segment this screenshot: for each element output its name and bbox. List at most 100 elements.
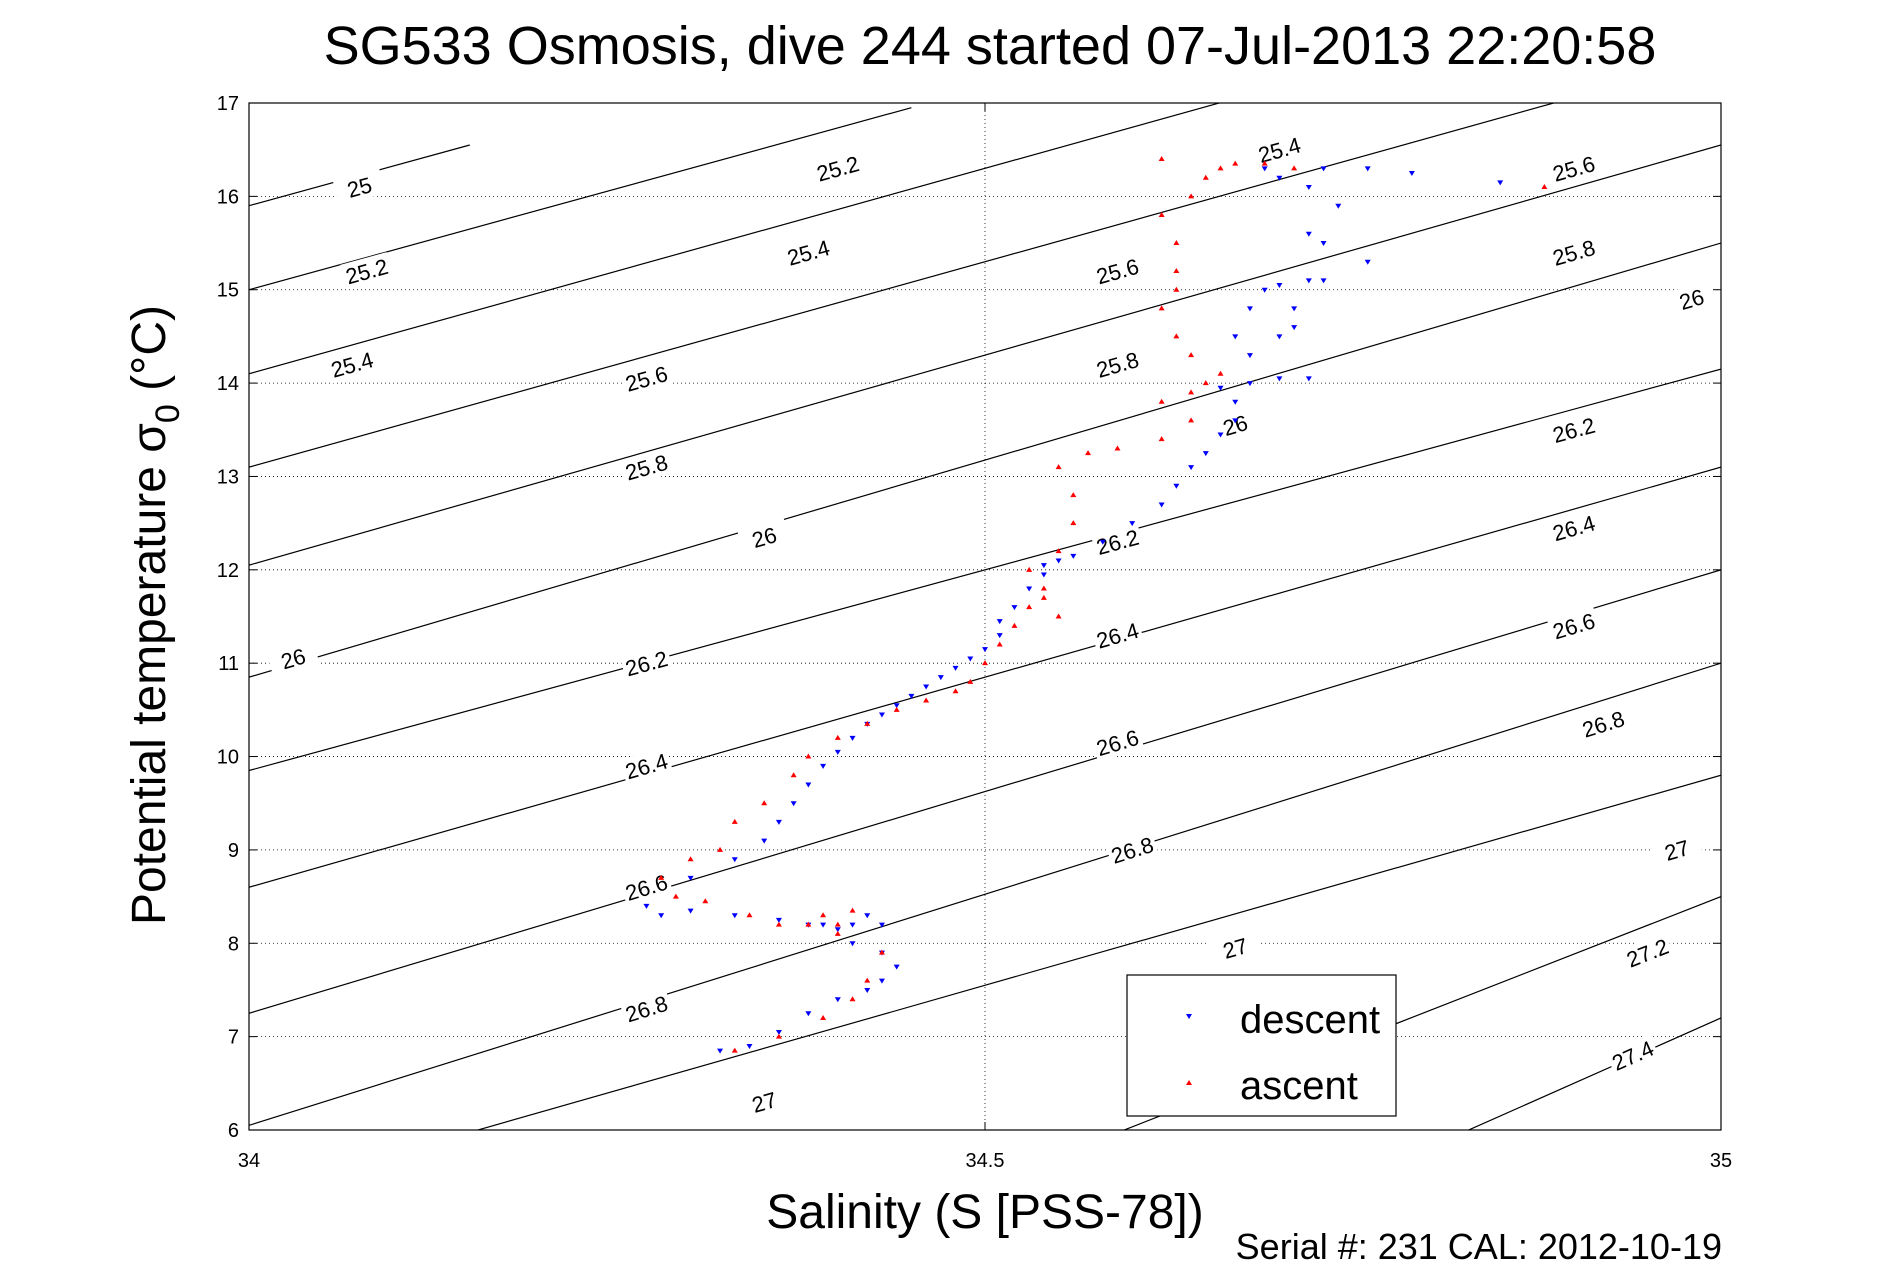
- ascent-point: [805, 921, 812, 927]
- descent-point: [923, 684, 930, 690]
- ascent-point: [1026, 604, 1033, 610]
- isopycnal-line: [249, 662, 1721, 1126]
- legend-descent-label: descent: [1240, 998, 1380, 1042]
- isopycnal-label-bg: [1547, 233, 1601, 272]
- descent-point: [775, 819, 782, 825]
- isopycnal-label-bg: [266, 639, 320, 678]
- ascent-point: [878, 949, 885, 955]
- ascent-point: [1085, 450, 1092, 456]
- y-tick-label: 17: [217, 93, 239, 115]
- ascent-point: [1188, 352, 1195, 358]
- isopycnal-line: [249, 368, 1721, 772]
- y-tick-label: 13: [217, 466, 239, 488]
- descent-point: [849, 922, 856, 928]
- y-tick-label: 15: [217, 280, 239, 302]
- isopycnal-label-bg: [1208, 928, 1262, 968]
- legend-ascent-label: ascent: [1240, 1064, 1358, 1108]
- descent-point: [967, 656, 974, 662]
- ascent-point: [864, 977, 871, 983]
- descent-point: [658, 913, 665, 919]
- descent-point: [878, 978, 885, 984]
- isopycnal-contours: [249, 103, 1721, 1130]
- isopycnal-label-bg: [1620, 931, 1675, 974]
- descent-point: [1305, 376, 1312, 382]
- ascent-point: [1040, 594, 1047, 600]
- isopycnal-label-bg: [619, 989, 674, 1029]
- descent-point: [996, 633, 1003, 639]
- ascent-point: [1188, 389, 1195, 395]
- isopycnal-label-bg: [1252, 130, 1307, 169]
- descent-point: [1217, 432, 1224, 438]
- descent-point: [834, 997, 841, 1003]
- ascent-point: [1261, 160, 1268, 166]
- descent-point: [1320, 278, 1327, 284]
- descent-point: [849, 735, 856, 741]
- ascent-point: [805, 753, 812, 759]
- isopycnal-line: [249, 103, 1222, 375]
- descent-point: [1364, 166, 1371, 172]
- ascent-point: [1011, 622, 1018, 628]
- descent-point: [717, 1048, 724, 1054]
- ascent-point: [1173, 240, 1180, 246]
- isopycnal-label-bg: [332, 168, 386, 206]
- ascent-point: [893, 706, 900, 712]
- isopycnal-label-bg: [737, 517, 791, 557]
- descent-point: [864, 913, 871, 919]
- descent-point: [1276, 283, 1283, 289]
- isopycnal-label: 26.4: [1547, 508, 1601, 547]
- isopycnal-label: 25.4: [1252, 130, 1307, 169]
- y-tick-label: 12: [217, 560, 239, 582]
- descent-point: [1026, 586, 1033, 592]
- isopycnal-label-bg: [781, 233, 835, 272]
- isopycnal-line: [249, 107, 912, 291]
- descent-point: [1040, 563, 1047, 569]
- isopycnal-label-bg: [1664, 279, 1719, 319]
- isopycnal-label-bg: [1547, 606, 1601, 646]
- descent-point: [1070, 553, 1077, 559]
- descent-point: [1011, 605, 1018, 611]
- ascent-point: [1026, 566, 1033, 572]
- ascent-point: [834, 734, 841, 740]
- ascent-point: [1217, 165, 1224, 171]
- ascent-point: [775, 921, 782, 927]
- ascent-point: [1173, 268, 1180, 274]
- descent-point: [1217, 385, 1224, 391]
- descent-point: [820, 763, 827, 769]
- descent-point: [1129, 521, 1136, 527]
- descent-point: [1158, 502, 1165, 508]
- ascent-point: [658, 874, 665, 880]
- ascent-point: [1202, 380, 1209, 386]
- isopycnal-label-bg: [737, 1082, 791, 1122]
- ascent-point: [1188, 193, 1195, 199]
- data-points: [643, 156, 1548, 1054]
- ascent-point: [1158, 436, 1165, 442]
- ascent-point: [702, 898, 709, 904]
- isopycnal-label-bg: [1090, 723, 1145, 762]
- isopycnal-label-bg: [1547, 149, 1601, 188]
- y-tick-label: 14: [217, 373, 239, 395]
- ascent-point: [834, 921, 841, 927]
- ascent-point: [1055, 548, 1062, 554]
- descent-point: [1305, 185, 1312, 191]
- ascent-point: [1217, 370, 1224, 376]
- ascent-point: [717, 846, 724, 852]
- isopycnal-label-bg: [619, 448, 674, 487]
- isopycnal-label-bg: [1090, 616, 1145, 655]
- x-tick-label: 34.5: [966, 1150, 1005, 1172]
- ascent-point: [1040, 585, 1047, 591]
- descent-point: [1276, 376, 1283, 382]
- isopycnal-line: [475, 774, 1721, 1130]
- descent-point: [687, 875, 694, 881]
- descent-point: [893, 703, 900, 709]
- ascent-point: [1070, 492, 1077, 498]
- descent-point: [996, 619, 1003, 625]
- y-tick-label: 10: [217, 747, 239, 769]
- serial-cal-footer: Serial #: 231 CAL: 2012-10-19: [1236, 1226, 1722, 1262]
- descent-point: [1173, 483, 1180, 489]
- descent-point: [952, 665, 959, 671]
- y-tick-label: 7: [228, 1027, 239, 1049]
- ascent-point: [1070, 520, 1077, 526]
- descent-point: [1246, 353, 1253, 359]
- isopycnal-label-bg: [1105, 830, 1159, 870]
